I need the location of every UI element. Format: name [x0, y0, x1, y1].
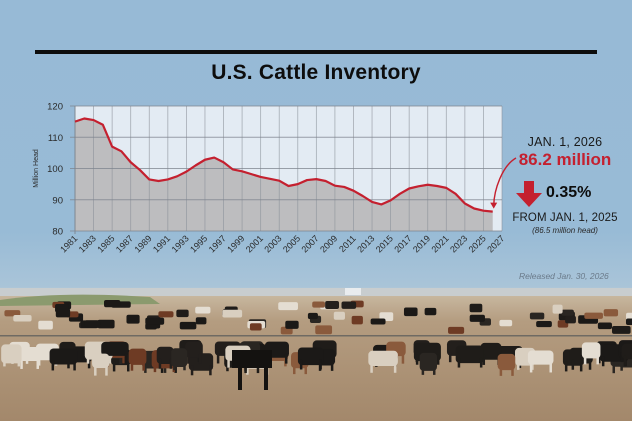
- callout-date: JAN. 1, 2026: [527, 135, 603, 149]
- callout-arrowhead-icon: [490, 202, 498, 209]
- y-tick-label: 120: [47, 102, 63, 113]
- x-tick-label: 1983: [77, 233, 98, 254]
- inventory-line: [74, 117, 493, 213]
- comparison-date: FROM JAN. 1, 2025: [512, 212, 618, 224]
- x-tick-label: 2021: [429, 233, 450, 254]
- y-tick-label: 80: [52, 227, 63, 238]
- down-arrow-icon: [516, 181, 542, 207]
- x-tick-label: 2023: [448, 233, 469, 254]
- feedlot-cattle-photo: [0, 288, 632, 421]
- x-tick-label: 1987: [114, 233, 135, 254]
- x-tick-label: 2001: [244, 233, 265, 254]
- x-tick-label: 2009: [318, 233, 339, 254]
- x-tick-label: 2017: [392, 233, 413, 254]
- x-tick-label: 2005: [281, 233, 302, 254]
- x-tick-label: 1993: [170, 233, 191, 254]
- x-tick-label: 1989: [132, 233, 153, 254]
- area-fill: [75, 118, 493, 231]
- callout-arrow: [493, 157, 517, 206]
- title-rule: [35, 50, 597, 54]
- callout-value: 86.2 million: [518, 150, 612, 169]
- callout-panel: JAN. 1, 2026 86.2 million 0.35% FROM JAN…: [500, 135, 630, 235]
- x-tick-label: 2025: [467, 233, 488, 254]
- y-axis-label: Million Head: [33, 149, 40, 188]
- x-tick-label: 1985: [95, 233, 116, 254]
- change-percent: 0.35%: [546, 184, 592, 201]
- release-date: Released Jan. 30, 2026: [519, 271, 609, 281]
- x-tick-label: 2015: [374, 233, 395, 254]
- cattle-herd: [0, 300, 632, 390]
- x-tick-label: 1995: [188, 233, 209, 254]
- y-tick-label: 90: [52, 195, 63, 206]
- x-tick-label: 2007: [300, 233, 321, 254]
- y-tick-label: 100: [47, 164, 63, 175]
- x-tick-label: 2003: [262, 233, 283, 254]
- x-tick-label: 2027: [485, 233, 506, 254]
- chart-title: U.S. Cattle Inventory: [211, 61, 421, 84]
- x-tick-label: 1997: [207, 233, 228, 254]
- x-tick-label: 1991: [151, 233, 172, 254]
- change-row: 0.35%: [500, 180, 630, 210]
- x-tick-label: 1999: [225, 233, 246, 254]
- y-tick-label: 110: [48, 133, 63, 144]
- previous-value: (86.5 million head): [532, 226, 598, 235]
- x-tick-label: 2019: [411, 233, 432, 254]
- x-tick-label: 2013: [355, 233, 376, 254]
- x-tick-label: 2011: [337, 233, 358, 254]
